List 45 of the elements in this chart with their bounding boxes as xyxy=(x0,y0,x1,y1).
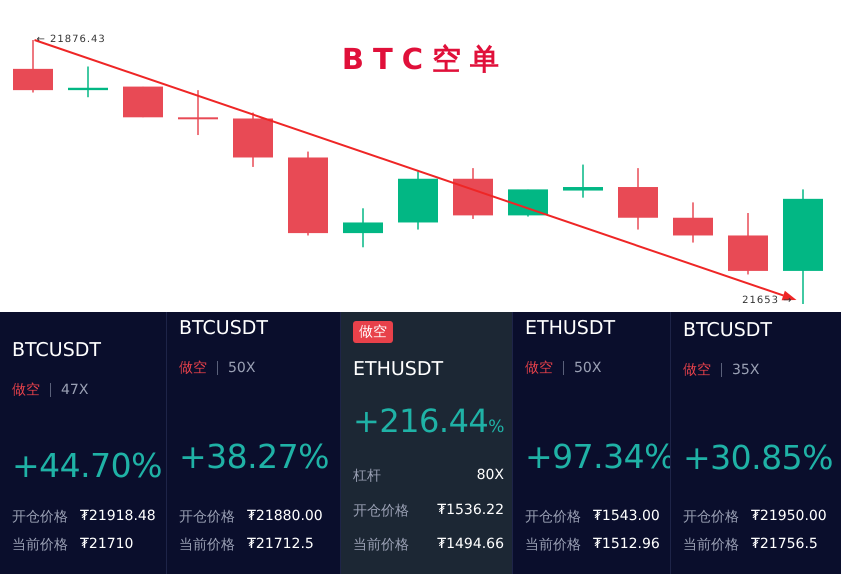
text: 杠杆 xyxy=(353,467,381,485)
text: 50X xyxy=(228,360,256,376)
text: ETHUSDT xyxy=(525,317,616,339)
text: ₮21918.48 xyxy=(80,508,156,526)
text: 做空 xyxy=(525,359,553,377)
text: ₮21712.5 xyxy=(247,536,314,554)
chart-title: BTC空单 xyxy=(340,41,510,78)
text: 50X xyxy=(574,360,602,376)
text: ₮21710 xyxy=(80,536,134,554)
text: 当前价格 xyxy=(179,536,235,554)
text: 开仓价格 xyxy=(179,508,235,526)
text: BTCUSDT xyxy=(12,339,101,361)
text: 做空 xyxy=(179,359,207,377)
text: ₮21950.00 xyxy=(751,508,827,526)
text: +30.85% xyxy=(683,438,833,477)
text: 当前价格 xyxy=(12,536,68,554)
text: BTCUSDT xyxy=(179,317,268,339)
text: ₮1494.66 xyxy=(437,536,504,554)
text: 80X xyxy=(476,467,504,485)
text: ₮21756.5 xyxy=(751,536,818,554)
text: ₮1512.96 xyxy=(593,536,660,554)
text: +44.70% xyxy=(12,446,162,485)
text: ETHUSDT xyxy=(353,358,444,380)
text: 当前价格 xyxy=(683,536,739,554)
text: +97.34% xyxy=(525,437,675,476)
text: 做空 xyxy=(353,321,393,343)
text: 开仓价格 xyxy=(353,502,409,520)
text: 当前价格 xyxy=(353,536,409,554)
candlestick xyxy=(178,89,218,136)
candlestick xyxy=(563,164,603,198)
text: +216.44% xyxy=(353,402,504,440)
text: ₮1536.22 xyxy=(437,502,504,520)
text: BTCUSDT xyxy=(683,319,772,341)
text: ₮1543.00 xyxy=(593,508,660,526)
text: 开仓价格 xyxy=(12,508,68,526)
text: +38.27% xyxy=(179,437,329,476)
text: 35X xyxy=(732,362,760,378)
text: 47X xyxy=(61,382,88,398)
annotation: ← 21876.43 xyxy=(36,34,106,45)
text: 做空 xyxy=(12,381,40,399)
text: ₮21880.00 xyxy=(247,508,323,526)
text: 当前价格 xyxy=(525,536,581,554)
text: 开仓价格 xyxy=(683,508,739,526)
text: 做空 xyxy=(683,361,711,379)
text: 开仓价格 xyxy=(525,508,581,526)
